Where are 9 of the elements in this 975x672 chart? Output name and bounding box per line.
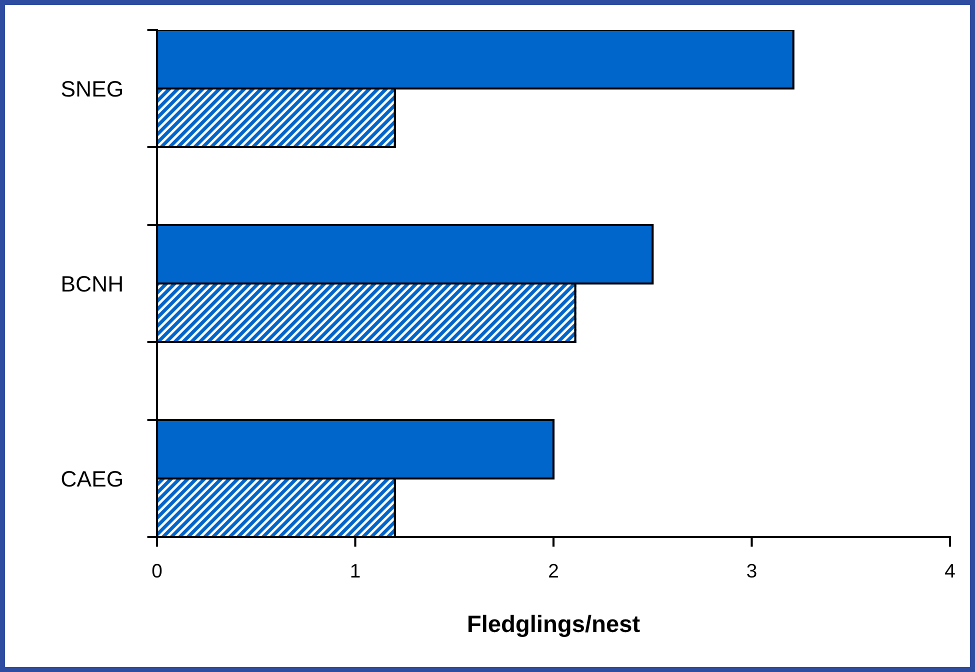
x-tick-label: 1 [351, 564, 360, 578]
x-axis-title: Fledglings/nest [468, 614, 640, 637]
x-tick-label: 0 [152, 564, 162, 578]
x-tick-label: 2 [549, 564, 558, 578]
y-tick-label: SNEG [62, 81, 122, 97]
y-tick-label: CAEG [62, 471, 122, 487]
x-tick-label: 3 [747, 564, 756, 578]
y-tick-label: BCNH [62, 276, 122, 292]
x-tick-label: 4 [945, 564, 955, 578]
